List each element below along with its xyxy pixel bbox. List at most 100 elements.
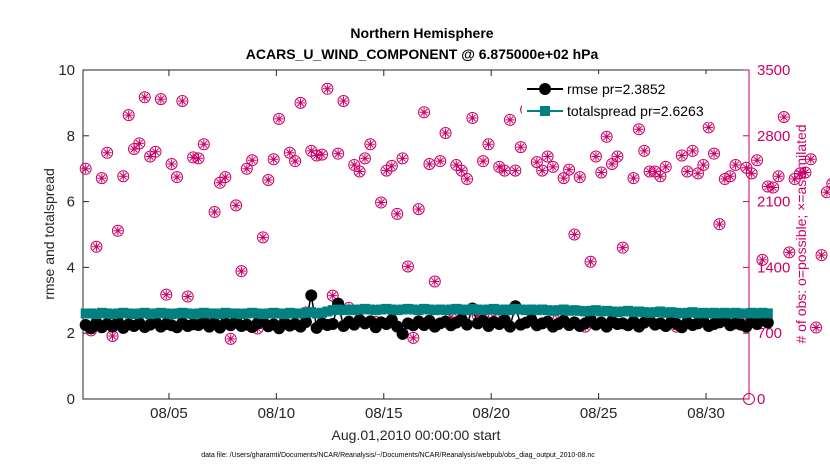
obs-possible-marker xyxy=(294,96,307,109)
obs-possible-marker xyxy=(743,393,755,405)
obs-possible-marker xyxy=(321,82,334,95)
y-tick-label: 0 xyxy=(67,391,75,408)
totalspread-point xyxy=(107,309,118,320)
y-right-tick-label: 2100 xyxy=(757,194,790,211)
totalspread-point xyxy=(123,308,134,319)
y-tick-label: 2 xyxy=(67,325,75,342)
obs-assimilated-marker xyxy=(263,175,273,185)
totalspread-point xyxy=(735,308,746,319)
obs-assimilated-marker xyxy=(612,151,622,161)
obs-assimilated-marker xyxy=(129,144,139,154)
rmse-point xyxy=(305,289,318,302)
obs-possible-marker xyxy=(208,205,221,218)
obs-possible-marker xyxy=(573,171,586,184)
totalspread-point xyxy=(633,306,644,317)
totalspread-point xyxy=(402,303,413,314)
obs-assimilated-marker xyxy=(403,261,413,271)
obs-possible-marker xyxy=(197,138,210,151)
obs-assimilated-marker xyxy=(414,204,424,214)
obs-possible-marker xyxy=(482,138,495,151)
obs-assimilated-marker xyxy=(462,174,472,184)
obs-assimilated-marker xyxy=(661,162,671,172)
totalspread-point xyxy=(692,308,703,319)
obs-assimilated-marker xyxy=(757,255,767,265)
totalspread-point xyxy=(209,308,220,319)
obs-possible-marker xyxy=(455,164,468,177)
totalspread-series xyxy=(80,303,773,320)
y-tick-label: 4 xyxy=(67,259,75,276)
obs-possible-marker xyxy=(230,199,243,212)
rmse-point xyxy=(299,316,312,329)
obs-possible-marker xyxy=(461,173,474,186)
totalspread-point xyxy=(392,305,403,316)
totalspread-point xyxy=(462,305,473,316)
obs-possible-marker xyxy=(240,162,253,175)
obs-possible-marker xyxy=(385,159,398,172)
y-axis-left-ticks: 0 2 4 6 8 10 xyxy=(58,62,89,408)
obs-assimilated-marker xyxy=(360,153,370,163)
y-right-tick-label: 2800 xyxy=(757,128,790,145)
obs-possible-marker xyxy=(536,164,549,177)
totalspread-point xyxy=(660,307,671,318)
obs-assimilated-marker xyxy=(473,310,483,320)
totalspread-point xyxy=(596,306,607,317)
y-axis-left-label: rmse and totalspread xyxy=(41,168,57,300)
obs-assimilated-marker xyxy=(199,139,209,149)
obs-assimilated-marker xyxy=(247,155,257,165)
obs-possible-marker xyxy=(815,249,828,262)
obs-assimilated-marker xyxy=(725,171,735,181)
obs-possible-marker xyxy=(332,147,345,160)
totalspread-point xyxy=(445,304,456,315)
obs-assimilated-marker xyxy=(768,183,778,192)
totalspread-point xyxy=(290,308,301,319)
obs-possible-marker xyxy=(101,146,114,159)
totalspread-point xyxy=(112,308,123,319)
obs-assimilated-marker xyxy=(210,207,220,217)
obs-possible-marker xyxy=(138,91,151,104)
obs-possible-marker xyxy=(262,173,275,186)
obs-assimilated-marker xyxy=(338,96,348,106)
obs-possible-marker xyxy=(267,153,280,166)
rmse-series xyxy=(79,289,774,340)
totalspread-point xyxy=(284,307,295,318)
totalspread-point xyxy=(408,304,419,315)
rmse-point xyxy=(326,317,339,330)
obs-possible-marker xyxy=(133,137,146,150)
totalspread-point xyxy=(171,308,182,319)
obs-possible-marker xyxy=(353,165,366,178)
totalspread-point xyxy=(177,307,188,318)
obs-possible-marker xyxy=(434,155,447,168)
obs-assimilated-marker xyxy=(682,167,692,177)
totalspread-point xyxy=(483,304,494,315)
obs-assimilated-marker xyxy=(698,160,708,170)
rmse-point xyxy=(396,327,409,340)
obs-assimilated-marker xyxy=(441,128,451,138)
totalspread-point xyxy=(236,309,247,320)
obs-assimilated-marker xyxy=(505,115,515,125)
chart-title: Northern Hemisphere xyxy=(350,25,493,41)
totalspread-point xyxy=(553,305,564,316)
totalspread-point xyxy=(231,308,242,319)
obs-assimilated-marker xyxy=(457,166,467,176)
totalspread-point xyxy=(494,305,505,316)
totalspread-point xyxy=(741,308,752,319)
obs-assimilated-marker xyxy=(779,112,789,122)
obs-assimilated-marker xyxy=(274,114,284,124)
obs-assimilated-marker xyxy=(532,157,542,167)
obs-assimilated-marker xyxy=(328,291,338,301)
totalspread-point xyxy=(531,305,542,316)
legend-totalspread-label: totalspread pr=2.6263 xyxy=(567,103,704,119)
totalspread-point xyxy=(370,305,381,316)
totalspread-point xyxy=(542,305,553,316)
totalspread-point xyxy=(451,303,462,314)
obs-assimilated-marker xyxy=(226,334,236,344)
totalspread-point xyxy=(617,306,628,317)
obs-possible-marker xyxy=(772,170,785,183)
obs-assimilated-marker xyxy=(167,159,177,169)
obs-assimilated-marker xyxy=(510,166,520,176)
obs-assimilated-marker xyxy=(172,172,182,182)
y-right-tick-label: 1400 xyxy=(757,259,790,276)
obs-possible-marker xyxy=(783,246,796,259)
obs-possible-marker xyxy=(745,167,758,180)
obs-possible-marker xyxy=(691,167,704,180)
